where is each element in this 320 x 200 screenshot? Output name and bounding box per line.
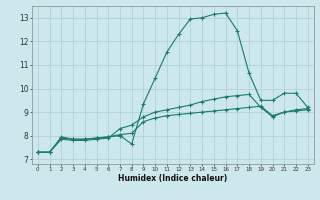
X-axis label: Humidex (Indice chaleur): Humidex (Indice chaleur) xyxy=(118,174,228,183)
